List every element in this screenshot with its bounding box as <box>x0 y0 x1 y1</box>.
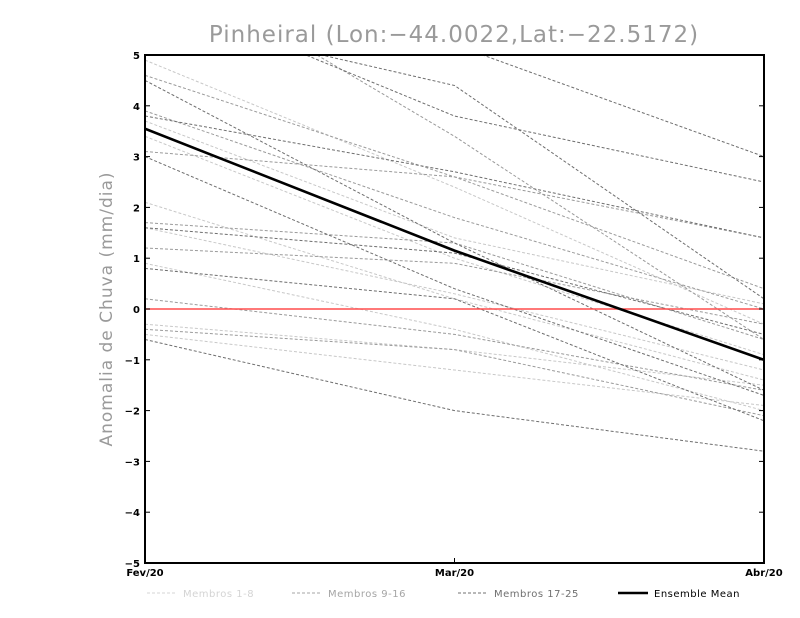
series-line-member-9 <box>145 74 764 290</box>
series-line-member-2 <box>145 120 764 305</box>
series-line-member-15 <box>145 222 764 340</box>
y-tick-label: 1 <box>133 254 140 265</box>
series-line-member-4 <box>145 227 764 371</box>
x-tick-label: Fev/20 <box>126 568 163 579</box>
series-line-member-21 <box>145 267 764 422</box>
legend-label: Membros 17-25 <box>494 589 579 600</box>
series-line-member-18 <box>145 115 764 239</box>
y-tick-label: 2 <box>133 203 140 214</box>
legend-label: Ensemble Mean <box>654 589 740 600</box>
series-line-member-14 <box>145 328 764 417</box>
series-line-member-11 <box>145 151 764 239</box>
series-line-member-3 <box>145 201 764 381</box>
y-tick-label: −5 <box>125 559 140 570</box>
x-axis-ticks: Fev/20 Mar/20 Abr/20 <box>126 558 783 579</box>
series-line-member-17 <box>145 79 764 391</box>
legend-label: Membros 1-8 <box>183 589 254 600</box>
series-line-member-6 <box>145 333 764 406</box>
y-tick-label: 4 <box>133 102 140 113</box>
y-tick-label: 3 <box>133 153 140 164</box>
series-line-member-25 <box>481 55 764 158</box>
series-line-member-19 <box>145 156 764 396</box>
series-line-member-8 <box>145 135 764 356</box>
series-line-ensemble-mean <box>145 127 764 362</box>
y-axis-label: Anomalia de Chuva (mm/dia) <box>97 171 117 446</box>
series-line-member-22 <box>145 339 764 452</box>
series-line-member-12 <box>145 247 764 325</box>
y-tick-label: 0 <box>133 305 140 316</box>
y-tick-label: −1 <box>125 356 140 367</box>
legend-label: Membros 9-16 <box>328 589 406 600</box>
chart-title: Pinheiral (Lon:−44.0022,Lat:−22.5172) <box>209 22 699 48</box>
y-tick-label: −2 <box>125 407 140 418</box>
y-tick-label: 5 <box>133 51 140 62</box>
y-axis-ticks: 5 4 3 2 1 0 −1 −2 −3 −4 −5 <box>125 51 764 570</box>
series-line-member-10 <box>145 110 764 310</box>
series-line-member-5 <box>145 323 764 386</box>
series-line-member-23 <box>304 55 764 183</box>
series-line-member-20 <box>145 227 764 335</box>
y-tick-label: −4 <box>125 508 140 519</box>
ensemble-mean-layer <box>145 127 764 362</box>
x-tick-label: Mar/20 <box>435 568 474 579</box>
series-line-member-24 <box>319 55 764 300</box>
series-line-member-7 <box>145 262 764 412</box>
series-line-member-16 <box>315 55 764 340</box>
x-tick-label: Abr/20 <box>745 568 782 579</box>
legend: Membros 1-8 Membros 9-16 Membros 17-25 Ense… <box>147 589 740 600</box>
series-layer <box>145 55 764 452</box>
y-tick-label: −3 <box>125 457 140 468</box>
series-line-member-13 <box>145 298 764 391</box>
